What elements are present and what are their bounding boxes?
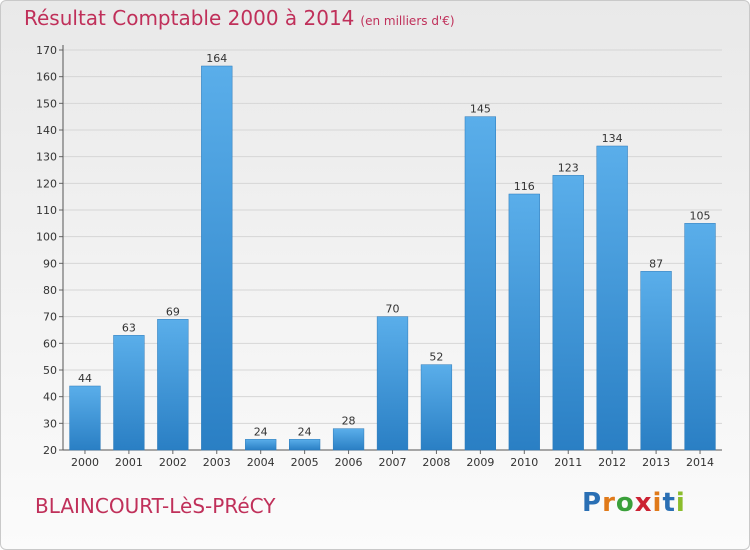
value-label-2008: 52 [429,351,443,364]
x-tick-label-2008: 2008 [422,456,450,469]
bar-2009 [464,116,496,451]
value-label-2006: 28 [342,415,356,428]
y-tick-label: 70 [43,311,57,324]
x-tick-label-2009: 2009 [466,456,494,469]
chart-title-text: Résultat Comptable 2000 à 2014 [24,6,355,30]
x-tick-label-2014: 2014 [686,456,714,469]
bars [69,65,716,451]
bar-2005 [289,439,321,451]
bar-2010 [508,193,540,451]
logo-letter: P [582,488,603,518]
labels: 44 2000 63 2001 69 2002 164 2003 24 2004 24 2005 28 2… [71,52,714,469]
value-label-2007: 70 [386,303,400,316]
y-tick-label: 110 [36,204,57,217]
bar-2003 [201,65,233,451]
bar-2004 [245,439,277,451]
x-tick-label-2004: 2004 [247,456,275,469]
commune-name: BLAINCOURT-LèS-PRéCY [35,494,276,518]
y-tick-label: 90 [43,257,57,270]
value-label-2000: 44 [78,372,92,385]
value-label-2010: 116 [514,180,535,193]
x-tick-label-2001: 2001 [115,456,143,469]
bar-2001 [113,335,145,451]
bar-2008 [420,364,453,451]
bar-2006 [332,428,365,451]
y-tick-label: 40 [43,391,57,404]
y-tick-label: 160 [36,71,57,84]
value-label-2005: 24 [298,425,312,438]
logo-letter: t [662,488,676,518]
value-label-2014: 105 [690,209,711,222]
value-label-2002: 69 [166,305,180,318]
logo-letter: r [602,488,616,518]
logo-letter: i [675,488,686,518]
y-tick-label: 60 [43,337,57,350]
x-tick-label-2003: 2003 [203,456,231,469]
logo-letter: o [615,488,635,518]
value-label-2012: 134 [602,132,623,145]
value-label-2001: 63 [122,321,136,334]
y-tick-label: 140 [36,124,57,137]
y-tick-label: 80 [43,284,57,297]
x-tick-label-2013: 2013 [642,456,670,469]
x-tick-label-2012: 2012 [598,456,626,469]
y-tick-label: 50 [43,364,57,377]
value-label-2013: 87 [649,257,663,270]
bar-2012 [596,145,628,451]
chart-title: Résultat Comptable 2000 à 2014 (en millie… [24,6,455,30]
x-tick-label-2005: 2005 [291,456,319,469]
x-tick-label-2007: 2007 [379,456,407,469]
y-tick-label: 20 [43,444,57,457]
proxiti-logo: Proxiti [582,488,686,518]
value-label-2004: 24 [254,425,268,438]
bar-2002 [157,319,189,451]
bar-2014 [684,223,716,451]
bar-2000 [69,385,101,451]
y-tick-label: 170 [36,44,57,57]
x-tick-label-2011: 2011 [554,456,582,469]
value-label-2009: 145 [470,103,491,116]
value-label-2003: 164 [206,52,227,65]
x-tick-label-2000: 2000 [71,456,99,469]
y-tick-label: 150 [36,97,57,110]
bar-2013 [640,271,672,451]
y-tick-label: 120 [36,177,57,190]
bar-2007 [376,316,409,451]
x-tick-label-2006: 2006 [335,456,363,469]
value-label-2011: 123 [558,161,579,174]
x-tick-label-2010: 2010 [510,456,538,469]
chart-unit: (en milliers d'€) [360,14,455,28]
logo-letter: x [634,488,653,518]
y-tick-label: 100 [36,231,57,244]
x-tick-label-2002: 2002 [159,456,187,469]
y-tick-label: 130 [36,151,57,164]
y-tick-label: 30 [43,417,57,430]
logo-letter: i [652,488,663,518]
bar-2011 [552,175,584,451]
